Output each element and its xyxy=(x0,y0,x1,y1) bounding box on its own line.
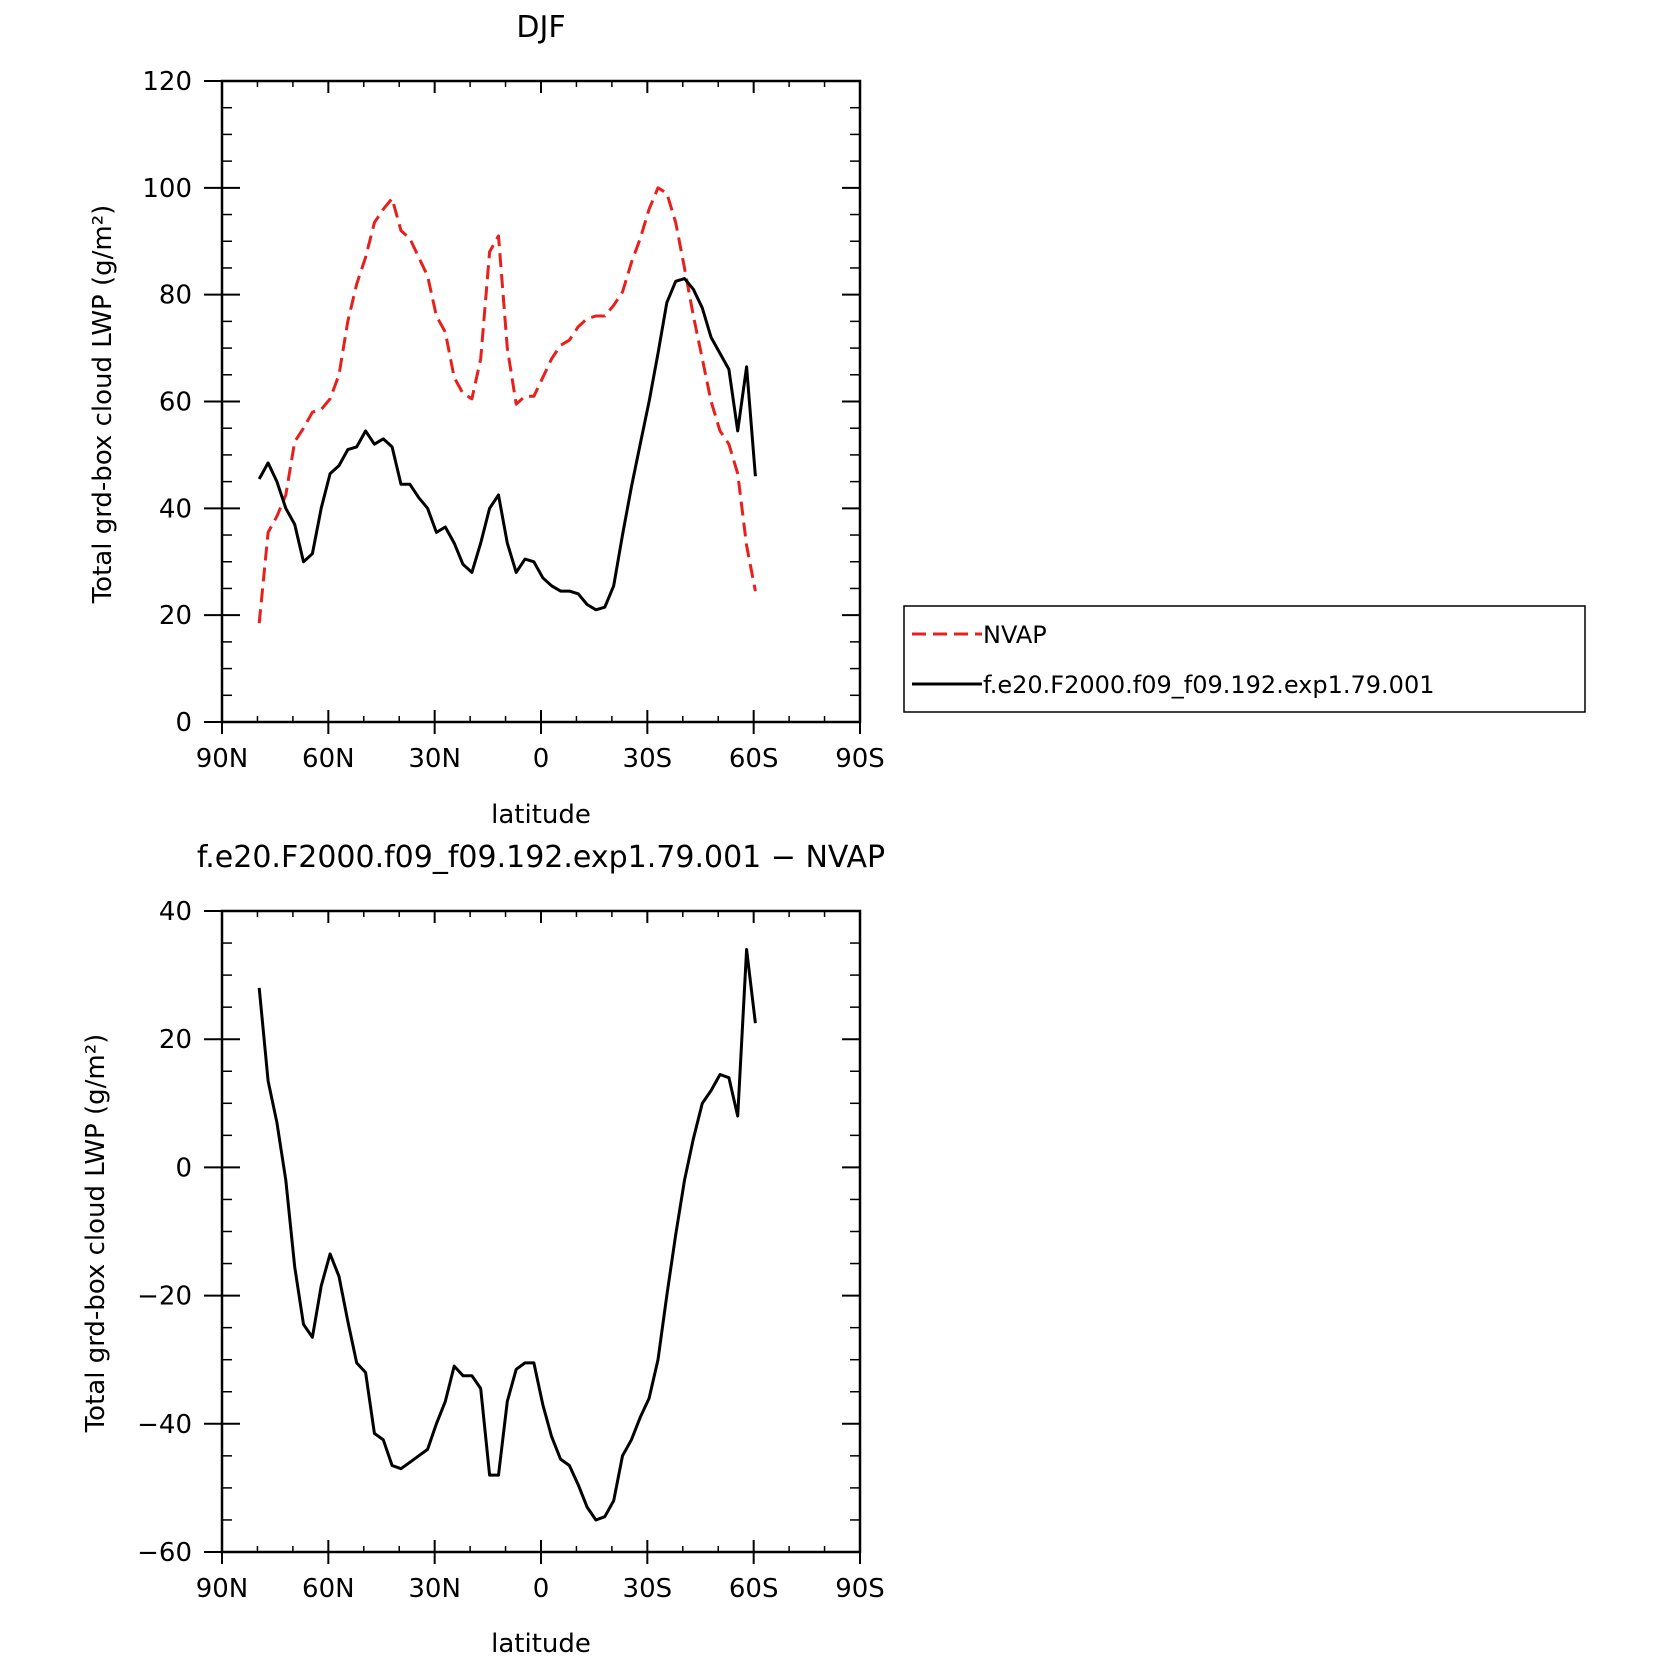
y-tick-label: 120 xyxy=(142,67,192,97)
top-series-line-nvap xyxy=(257,186,757,624)
x-tick-label: 60N xyxy=(302,1574,355,1604)
y-tick-label: −40 xyxy=(137,1410,192,1440)
y-tick-label: 20 xyxy=(159,1025,192,1055)
bottom-plot-frame xyxy=(220,909,862,1554)
legend-box xyxy=(903,605,1586,713)
y-tick-label: 80 xyxy=(159,281,192,311)
top-panel: DJF 90N 60N 30N 0 30S 60S 90S 0 20 40 60 80 100 120 l… xyxy=(88,10,885,830)
top-tick-labels: 90N 60N 30N 0 30S 60S 90S 0 20 40 60 80 100 120 xyxy=(142,67,884,774)
bottom-tick-labels: 90N 60N 30N 0 30S 60S 90S −60 −40 −20 0 20 40 xyxy=(137,897,885,1604)
y-tick-label: 60 xyxy=(159,388,192,418)
x-tick-label: 90S xyxy=(835,1574,885,1604)
y-tick-label: −20 xyxy=(137,1282,192,1312)
bottom-panel-title: f.e20.F2000.f09_f09.192.exp1.79.001 − NV… xyxy=(197,840,885,875)
x-tick-label: 0 xyxy=(533,1574,550,1604)
top-panel-title: DJF xyxy=(516,10,565,45)
y-tick-label: −60 xyxy=(137,1538,192,1568)
x-tick-label: 60S xyxy=(729,744,779,774)
x-tick-label: 60N xyxy=(302,744,355,774)
top-series-group xyxy=(257,186,757,624)
x-tick-label: 60S xyxy=(729,1574,779,1604)
top-series-line-model xyxy=(257,277,757,612)
top-y-axis-title: Total grd-box cloud LWP (g/m²) xyxy=(88,205,118,605)
y-tick-label: 0 xyxy=(175,708,192,738)
x-tick-label: 30S xyxy=(623,744,673,774)
legend-label-nvap: NVAP xyxy=(983,621,1047,649)
x-tick-label: 30N xyxy=(408,744,461,774)
bottom-ticks xyxy=(204,910,861,1564)
top-x-axis-title: latitude xyxy=(491,800,591,830)
y-tick-label: 40 xyxy=(159,494,192,524)
legend-label-model: f.e20.F2000.f09_f09.192.exp1.79.001 xyxy=(983,671,1434,699)
x-tick-label: 90N xyxy=(196,1574,249,1604)
bottom-series-group xyxy=(257,948,757,1522)
top-ticks xyxy=(204,80,861,734)
x-tick-label: 90S xyxy=(835,744,885,774)
bottom-x-axis-title: latitude xyxy=(491,1629,591,1658)
top-plot-frame xyxy=(220,79,862,724)
legend: NVAP f.e20.F2000.f09_f09.192.exp1.79.001 xyxy=(903,605,1586,713)
y-tick-label: 0 xyxy=(175,1153,192,1183)
bottom-panel: f.e20.F2000.f09_f09.192.exp1.79.001 − NV… xyxy=(81,840,885,1658)
y-tick-label: 40 xyxy=(159,897,192,927)
x-tick-label: 30S xyxy=(623,1574,673,1604)
x-tick-label: 0 xyxy=(533,744,550,774)
x-tick-label: 90N xyxy=(196,744,249,774)
bottom-series-line-difference xyxy=(257,948,757,1522)
x-tick-label: 30N xyxy=(408,1574,461,1604)
bottom-y-axis-title: Total grd-box cloud LWP (g/m²) xyxy=(81,1034,111,1434)
y-tick-label: 20 xyxy=(159,601,192,631)
y-tick-label: 100 xyxy=(142,174,192,204)
